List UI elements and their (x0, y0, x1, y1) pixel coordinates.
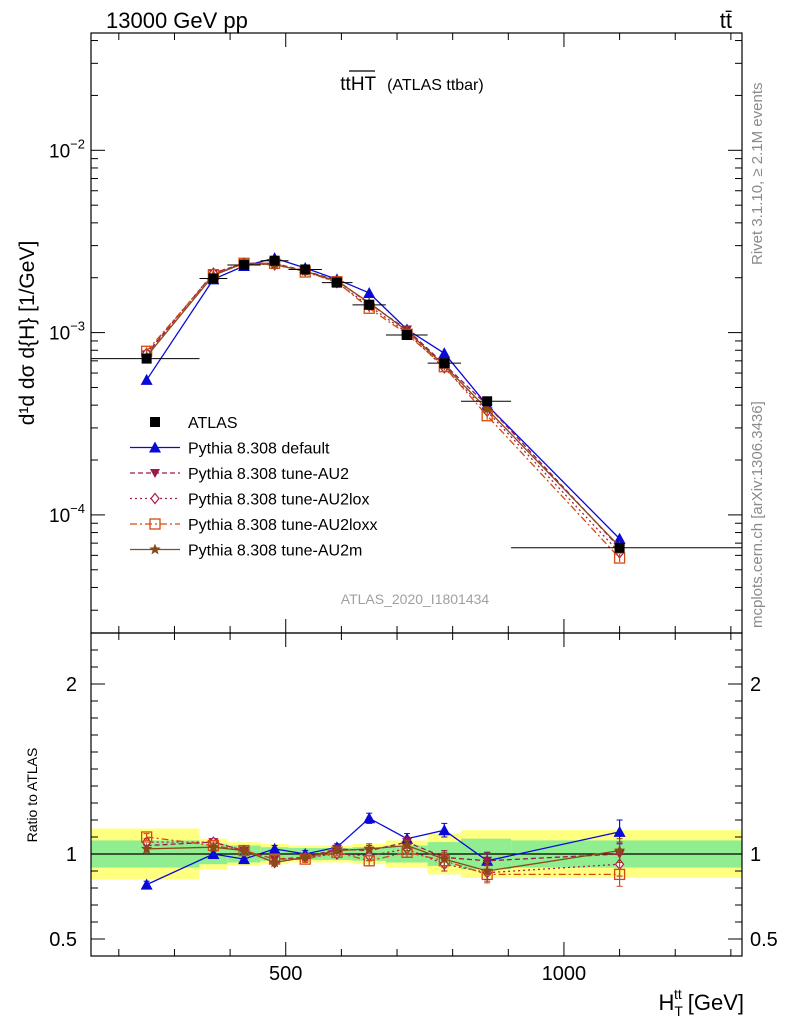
legend-marker (149, 441, 161, 453)
rivet-note: Rivet 3.1.10, ≥ 2.1M events (749, 83, 766, 266)
data-point (208, 273, 219, 284)
ratio-point (140, 878, 153, 890)
data-point (331, 277, 342, 288)
ratio-y-tick-label: 2 (66, 674, 77, 696)
main-series (91, 252, 742, 564)
legend-label: Pythia 8.308 tune-AU2m (188, 543, 362, 560)
data-point (239, 259, 250, 270)
ratio-point (238, 844, 250, 856)
legend-marker (149, 543, 161, 555)
data-point (482, 396, 493, 407)
ratio-point (363, 855, 375, 867)
legend-label: Pythia 8.308 tune-AU2lox (188, 492, 369, 509)
ratio-y-tick-label: 1 (66, 844, 77, 866)
ratio-point (613, 844, 626, 856)
data-point (141, 353, 152, 364)
x-axis-label-unit: [GeV] (688, 990, 744, 1015)
data-point (140, 373, 153, 385)
data-point (438, 347, 451, 359)
data-point (613, 552, 626, 564)
ratio-point (613, 868, 626, 881)
ratio-point (299, 851, 311, 863)
ratio-point (438, 824, 451, 836)
data-point (481, 403, 493, 415)
data-point (364, 299, 375, 310)
legend-marker (150, 492, 160, 505)
ratio-point (482, 856, 493, 866)
ratio-plot: 0.5 0.5 1 1 2 2 500 1000 (49, 632, 778, 985)
ratio-y-tick-label: 0.5 (750, 929, 778, 951)
y-tick-label: 10−3 (49, 319, 85, 345)
header-right: tt̄ (720, 8, 732, 33)
ratio-point (140, 831, 153, 843)
data-point (613, 532, 626, 544)
data-point (439, 358, 450, 369)
ratio-point (268, 842, 281, 854)
ratio-y-tick-label: 2 (750, 674, 761, 696)
ratio-point (238, 853, 251, 865)
plot-title-main: ttHT (340, 74, 376, 95)
data-point (614, 542, 625, 553)
legend-marker (150, 417, 160, 427)
y-tick-label: 10−2 (49, 136, 85, 162)
mcplots-note: mcplots.cern.ch [arXiv:1306.3436] (749, 401, 766, 628)
y-axis-label: d¹d dσ d{H} [1/GeV] (16, 241, 39, 426)
ratio-series (140, 812, 626, 890)
plot-title-sub: (ATLAS ttbar) (387, 77, 484, 94)
data-point (363, 286, 376, 298)
watermark: ATLAS_2020_I1801434 (341, 591, 490, 607)
legend-label: Pythia 8.308 tune-AU2loxx (188, 517, 377, 534)
main-axes: 10−4 10−3 10−2 (49, 33, 742, 633)
ratio-point (268, 856, 281, 868)
ratio-point (363, 812, 376, 824)
x-tick-label: 1000 (542, 963, 587, 985)
data-point (269, 255, 280, 266)
ratio-point (207, 848, 220, 859)
ratio-point (363, 842, 375, 854)
legend-label: Pythia 8.308 default (188, 441, 330, 458)
ratio-y-label: Ratio to ATLAS (24, 748, 40, 843)
x-axis-label-var: H (659, 990, 675, 1015)
ratio-point (438, 853, 451, 864)
ratio-y-tick-label: 0.5 (49, 929, 77, 951)
y-tick-label: 10−4 (49, 501, 85, 527)
legend-marker (149, 518, 161, 530)
x-tick-label: 500 (269, 963, 302, 985)
header-left: 13000 GeV pp (106, 8, 248, 33)
ratio-point (481, 865, 493, 876)
ratio-line (146, 836, 620, 876)
ratio-point (207, 841, 220, 853)
data-point (402, 330, 413, 341)
legend: ATLAS Pythia 8.308 default Pythia 8.308 tu… (130, 415, 377, 560)
ratio-axes: 0.5 0.5 1 1 2 2 500 1000 (49, 633, 778, 985)
x-axis-label-sub: T (674, 1003, 683, 1019)
main-plot: 10−4 10−3 10−2 ttHT (ATLAS ttbar) ATLAS_20… (49, 32, 743, 634)
legend-label: Pythia 8.308 tune-AU2 (188, 466, 349, 483)
ratio-point (613, 825, 626, 837)
ratio-point (331, 844, 343, 856)
ratio-y-tick-label: 1 (750, 844, 761, 866)
x-axis-label-sup: tt (674, 986, 682, 1002)
x-axis-label: HTtt [GeV] (659, 986, 744, 1019)
ratio-point (401, 839, 413, 851)
legend-label: ATLAS (188, 415, 238, 432)
ratio-point (140, 842, 153, 854)
legend-marker (150, 469, 160, 478)
data-point (300, 264, 311, 275)
plot-title: ttHT (ATLAS ttbar) (340, 74, 483, 95)
ratio-frame (90, 632, 743, 957)
